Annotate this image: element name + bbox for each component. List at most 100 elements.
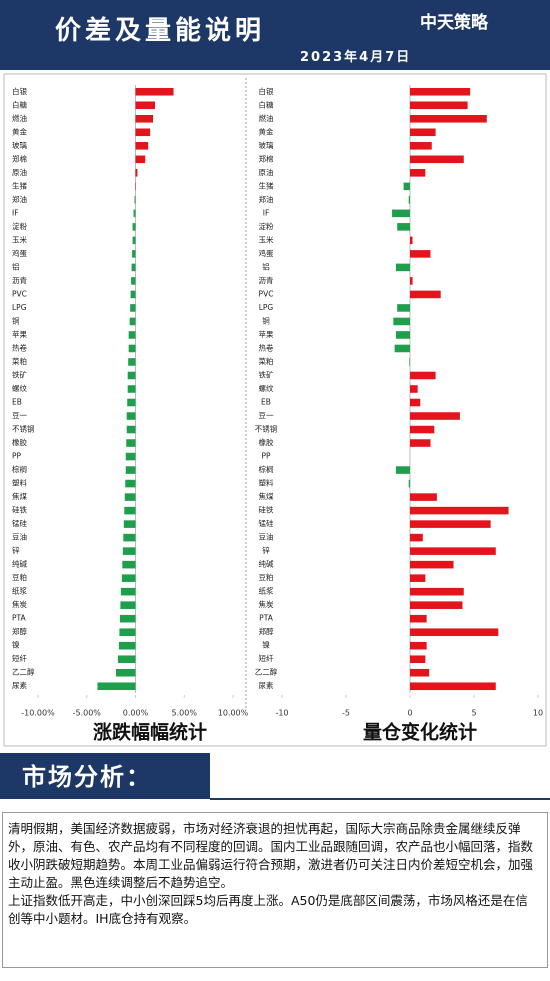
y-tick-label: 豆油 [12, 532, 27, 542]
bar [132, 236, 136, 245]
y-tick-label: 尿素 [12, 680, 27, 690]
bar [403, 182, 410, 191]
bar [394, 344, 410, 353]
y-tick-label: 短纤 [12, 653, 27, 663]
bar [410, 493, 437, 501]
bar [410, 560, 454, 569]
bar [97, 682, 136, 691]
y-tick-label: 淀粉 [259, 221, 274, 231]
y-tick-label: 郑油 [12, 194, 27, 204]
y-tick-label: 白糖 [12, 99, 27, 109]
bar [122, 547, 136, 555]
y-tick-label: 纯碱 [12, 559, 27, 569]
y-tick-label: 鸡蛋 [259, 248, 274, 258]
y-tick-label: 玉米 [259, 234, 274, 244]
page-title: 价差及量能说明 [55, 16, 266, 46]
charts: -10.00% -5.00% 0.00% 5.00% 10.00% 白银白糖燃油黄金玻璃郑… [3, 73, 547, 747]
bar [410, 574, 426, 582]
y-tick-label: 棕榈 [12, 464, 27, 474]
bar [118, 641, 136, 650]
chart-title: 量仓变化统计 [363, 721, 477, 744]
bar [135, 155, 146, 164]
bar [397, 223, 410, 231]
y-tick-label: 硅铁 [12, 505, 27, 515]
y-tick-label: 玻璃 [12, 140, 27, 150]
y-tick-label: 原油 [259, 167, 274, 177]
y-tick-label: 豆粕 [259, 572, 274, 582]
bar [410, 101, 468, 110]
y-tick-label: 白银 [12, 86, 27, 96]
date: 2023年4月7日 [300, 50, 412, 65]
y-tick-label: 锌 [262, 545, 270, 555]
section-heading: 市场分析： [22, 763, 152, 791]
bar [410, 114, 487, 123]
paragraph: 上证指数低开高走，中小创深回踩5均后再度上涨。A50仍是底部区间震荡，市场风格还… [8, 893, 528, 926]
y-tick-label: LPG [12, 303, 27, 312]
y-tick-label: 焦炭 [12, 599, 27, 609]
bar [119, 628, 136, 636]
y-tick-label: 原油 [12, 167, 27, 177]
y-tick-label: 鸡蛋 [12, 248, 27, 258]
y-tick-label: 硅铁 [259, 505, 274, 515]
y-tick-label: IF [12, 208, 19, 217]
y-tick-label: PP [261, 452, 271, 461]
y-tick-label: 白糖 [259, 99, 274, 109]
bar [125, 452, 136, 461]
bar [119, 614, 136, 623]
y-tick-label: PTA [12, 614, 27, 623]
bar [410, 412, 460, 420]
analysis-text: 清明假期，美国经济数据疲弱，市场对经济衰退的担忧再起，国际大宗商品除贵金属继续反… [8, 820, 540, 928]
bar [410, 668, 430, 677]
bar [124, 506, 136, 515]
y-tick-label: 乙二醇 [255, 667, 278, 677]
y-tick-label: 橡胶 [12, 437, 27, 447]
y-tick-label: 豆粕 [12, 572, 27, 582]
y-tick-label: 焦炭 [259, 599, 274, 609]
bar [410, 614, 427, 623]
y-tick-label: 不锈钢 [12, 424, 35, 434]
y-tick-label: 生猪 [12, 180, 27, 190]
bar [410, 398, 421, 407]
bar [127, 371, 136, 380]
bar [408, 479, 410, 488]
y-tick-label: 铜 [262, 315, 270, 325]
bar [410, 169, 426, 177]
bar [395, 466, 410, 474]
y-tick-label: 橡胶 [259, 437, 274, 447]
bar [134, 196, 136, 204]
paragraph: 清明假期，美国经济数据疲弱，市场对经济衰退的担忧再起，国际大宗商品除贵金属继续反… [8, 821, 534, 890]
x-tick-label: 5 [471, 709, 476, 718]
bar [410, 385, 418, 393]
text-frame [2, 812, 548, 968]
bar [410, 250, 431, 258]
bar [410, 87, 471, 96]
bar [395, 331, 410, 339]
y-tick-label: 黄金 [12, 126, 27, 136]
bar [395, 263, 410, 272]
y-tick-label: 棕榈 [259, 464, 274, 474]
chart-title: 涨跌幅幅统计 [93, 721, 207, 744]
bar [125, 466, 136, 474]
y-tick-label: 豆一 [259, 411, 274, 420]
x-tick-label: 0.00% [123, 709, 149, 718]
bar [133, 209, 136, 218]
bar [129, 317, 136, 326]
y-tick-label: 沥青 [12, 275, 27, 285]
bar [410, 142, 432, 150]
y-tick-label: 郑醇 [259, 626, 274, 636]
chart-frame [3, 73, 547, 747]
bar [135, 169, 138, 177]
y-tick-label: 不锈钢 [255, 424, 278, 434]
y-tick-label: 焦煤 [12, 491, 27, 501]
bar [120, 601, 136, 609]
y-tick-label: 螺纹 [259, 383, 274, 393]
y-tick-label: 黄金 [259, 126, 274, 136]
bar [410, 520, 491, 528]
bar [130, 304, 136, 312]
y-tick-label: 热卷 [12, 342, 27, 352]
bar [123, 533, 136, 542]
bar [410, 682, 496, 691]
bar [128, 331, 136, 339]
y-tick-label: 燃油 [12, 113, 27, 123]
